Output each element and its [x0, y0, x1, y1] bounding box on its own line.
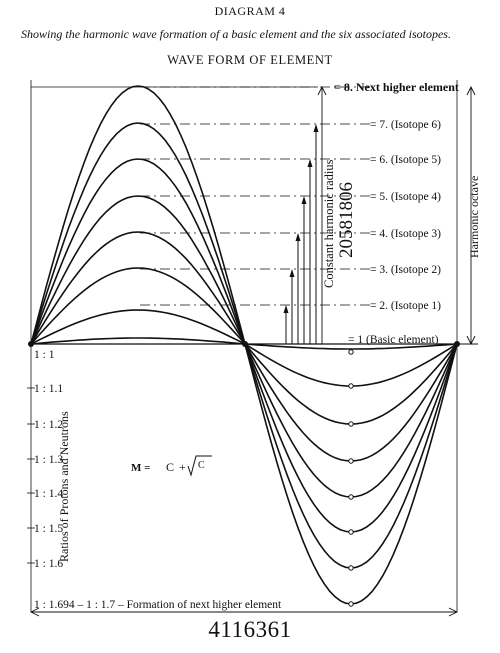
- trough-marker: [348, 421, 354, 427]
- label-isotope-2: = 3. (Isotope 2): [370, 264, 441, 276]
- lower-wave-arcs: [28, 341, 460, 607]
- ratio-label: 1 : 1.5: [34, 523, 63, 535]
- constant-radius-label: Constant harmonic radius: [322, 159, 336, 288]
- octave-arrow-up: [466, 85, 476, 96]
- mass-formula: M = C + C: [131, 455, 212, 477]
- trough-marker: [348, 601, 354, 607]
- upper-arc: [30, 122, 246, 345]
- upper-wave-arcs: [30, 85, 246, 345]
- trough-marker: [348, 494, 354, 500]
- node-dot: [28, 341, 34, 347]
- isotope-arrowhead: [307, 159, 313, 167]
- formula-c: C: [166, 460, 174, 474]
- isotope-arrowhead: [313, 124, 319, 132]
- label-isotope-1: = 2. (Isotope 1): [370, 300, 441, 312]
- trough-marker: [348, 349, 354, 355]
- label-isotope-3: = 4. (Isotope 3): [370, 228, 441, 240]
- upper-arc: [30, 231, 246, 345]
- label-isotope-6: = 7. (Isotope 6): [370, 119, 441, 131]
- isotope-arrows: [283, 124, 319, 344]
- ratio-label: 1 : 1.6: [34, 558, 63, 570]
- trough-marker: [348, 565, 354, 571]
- diagram-subheading: Showing the harmonic wave formation of a…: [21, 27, 451, 41]
- diagram-heading: DIAGRAM 4: [214, 4, 286, 18]
- sqrt-sign: [187, 455, 212, 477]
- lower-arc: [244, 343, 458, 605]
- isotope-arrowhead: [301, 196, 307, 204]
- lower-arc-basic: [244, 343, 458, 350]
- label-next-higher: = 8. Next higher element: [334, 80, 459, 94]
- formula-sqrt-c: C: [198, 460, 205, 471]
- upper-arc: [30, 195, 246, 345]
- upper-arc: [30, 267, 246, 345]
- upper-arc: [30, 85, 246, 345]
- label-basic-element: = 1 (Basic element): [348, 334, 439, 346]
- node-dot: [454, 341, 460, 347]
- ratio-label: 1 : 1.4: [34, 488, 63, 500]
- trough-marker: [348, 458, 354, 464]
- bottom-number: 4116361: [208, 617, 292, 642]
- wave-title: WAVE FORM OF ELEMENT: [167, 53, 333, 67]
- upper-arc-basic: [30, 337, 246, 345]
- lower-arc: [244, 343, 458, 498]
- upper-arc: [30, 309, 246, 345]
- harmonic-octave-label: Harmonic octave: [467, 176, 481, 258]
- isotope-labels: = 8. Next higher element = 7. (Isotope 6)…: [334, 80, 459, 346]
- ratio-label: 1 : 1.2: [34, 419, 63, 431]
- ratio-label: 1 : 1.3: [34, 454, 63, 466]
- lower-arc: [244, 343, 458, 533]
- ratio-label: 1 : 1: [34, 349, 55, 361]
- node-dot: [242, 341, 248, 347]
- bottom-arrow-left: [29, 607, 40, 617]
- trough-marker: [348, 529, 354, 535]
- isotope-guide-lines: [140, 86, 370, 306]
- formula-lhs: M =: [131, 462, 150, 474]
- ratio-label: 1 : 1.1: [34, 383, 63, 395]
- upper-arc: [30, 158, 246, 345]
- label-isotope-5: = 6. (Isotope 5): [370, 154, 441, 166]
- bottom-ratio-label: 1 : 1.694 – 1 : 1.7 – Formation of next …: [34, 599, 282, 611]
- isotope-arrowhead: [289, 269, 295, 277]
- ratio-labels: 1 : 1 1 : 1.1 1 : 1.2 1 : 1.3 1 : 1.4 1 : 1.5…: [27, 349, 282, 611]
- constant-radius-value: 20581806: [336, 182, 357, 258]
- isotope-arrowhead: [283, 305, 289, 313]
- label-isotope-4: = 5. (Isotope 4): [370, 191, 441, 203]
- trough-marker: [348, 383, 354, 389]
- isotope-arrowhead: [295, 233, 301, 241]
- bottom-arrow-right: [448, 607, 459, 617]
- formula-plus: +: [179, 460, 186, 474]
- ratios-axis-label: Ratios of Protons and Neutrons: [57, 411, 71, 562]
